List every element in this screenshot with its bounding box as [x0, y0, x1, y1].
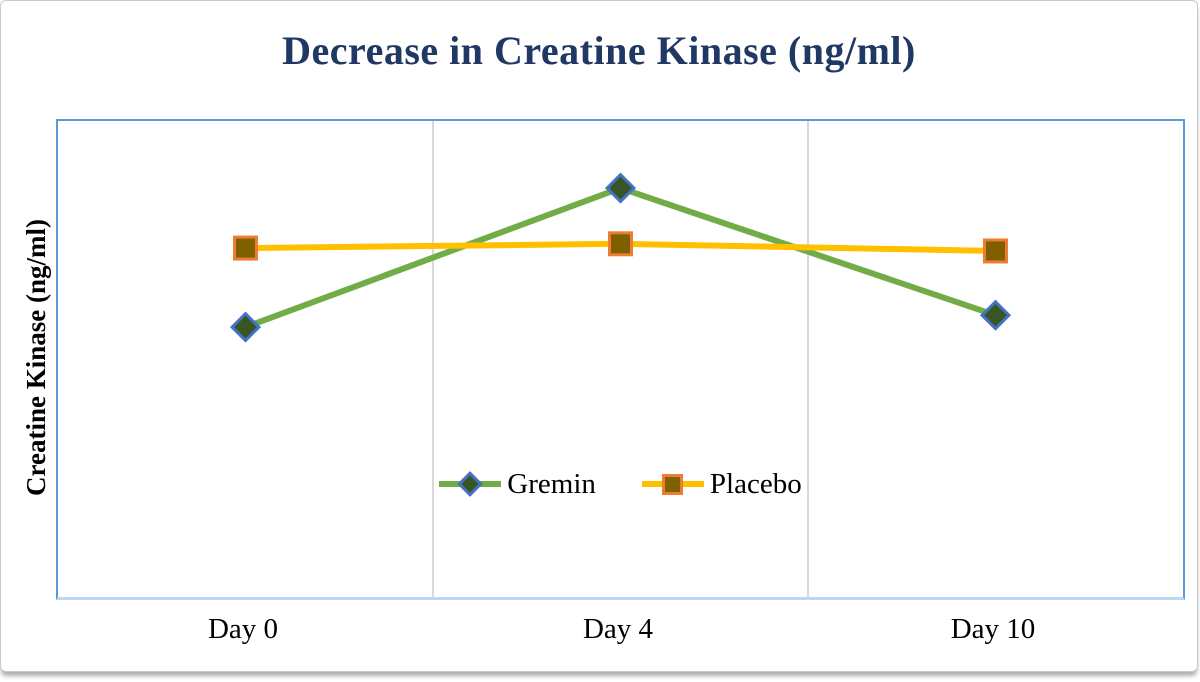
x-tick-day-10: Day 10	[950, 613, 1036, 645]
plot-area: Gremin Placebo	[56, 119, 1185, 600]
y-axis-title: Creatine Kinase (ng/ml)	[19, 119, 53, 595]
gremin-diamond-marker-icon	[457, 471, 484, 497]
chart-title: Decrease in Creatine Kinase (ng/ml)	[282, 28, 916, 73]
x-axis: Day 0 Day 4 Day 10	[56, 613, 1181, 653]
chart-legend: Gremin Placebo	[58, 467, 1183, 501]
legend-label-gremin: Gremin	[507, 467, 596, 500]
gremin-line-sample	[439, 471, 502, 497]
y-axis-title-text: Creatine Kinase (ng/ml)	[20, 218, 51, 496]
legend-item-gremin: Gremin	[439, 468, 596, 501]
placebo-line-sample	[641, 471, 704, 497]
placebo-square-marker-icon	[662, 473, 684, 495]
legend-item-placebo: Placebo	[641, 467, 802, 501]
x-tick-day-4: Day 4	[582, 613, 654, 645]
gridline-2	[807, 121, 809, 597]
x-tick-day-0: Day 0	[207, 613, 279, 645]
line-chart-canvas	[229, 172, 1012, 343]
legend-label-placebo: Placebo	[709, 467, 802, 500]
gridline-1	[432, 121, 434, 597]
